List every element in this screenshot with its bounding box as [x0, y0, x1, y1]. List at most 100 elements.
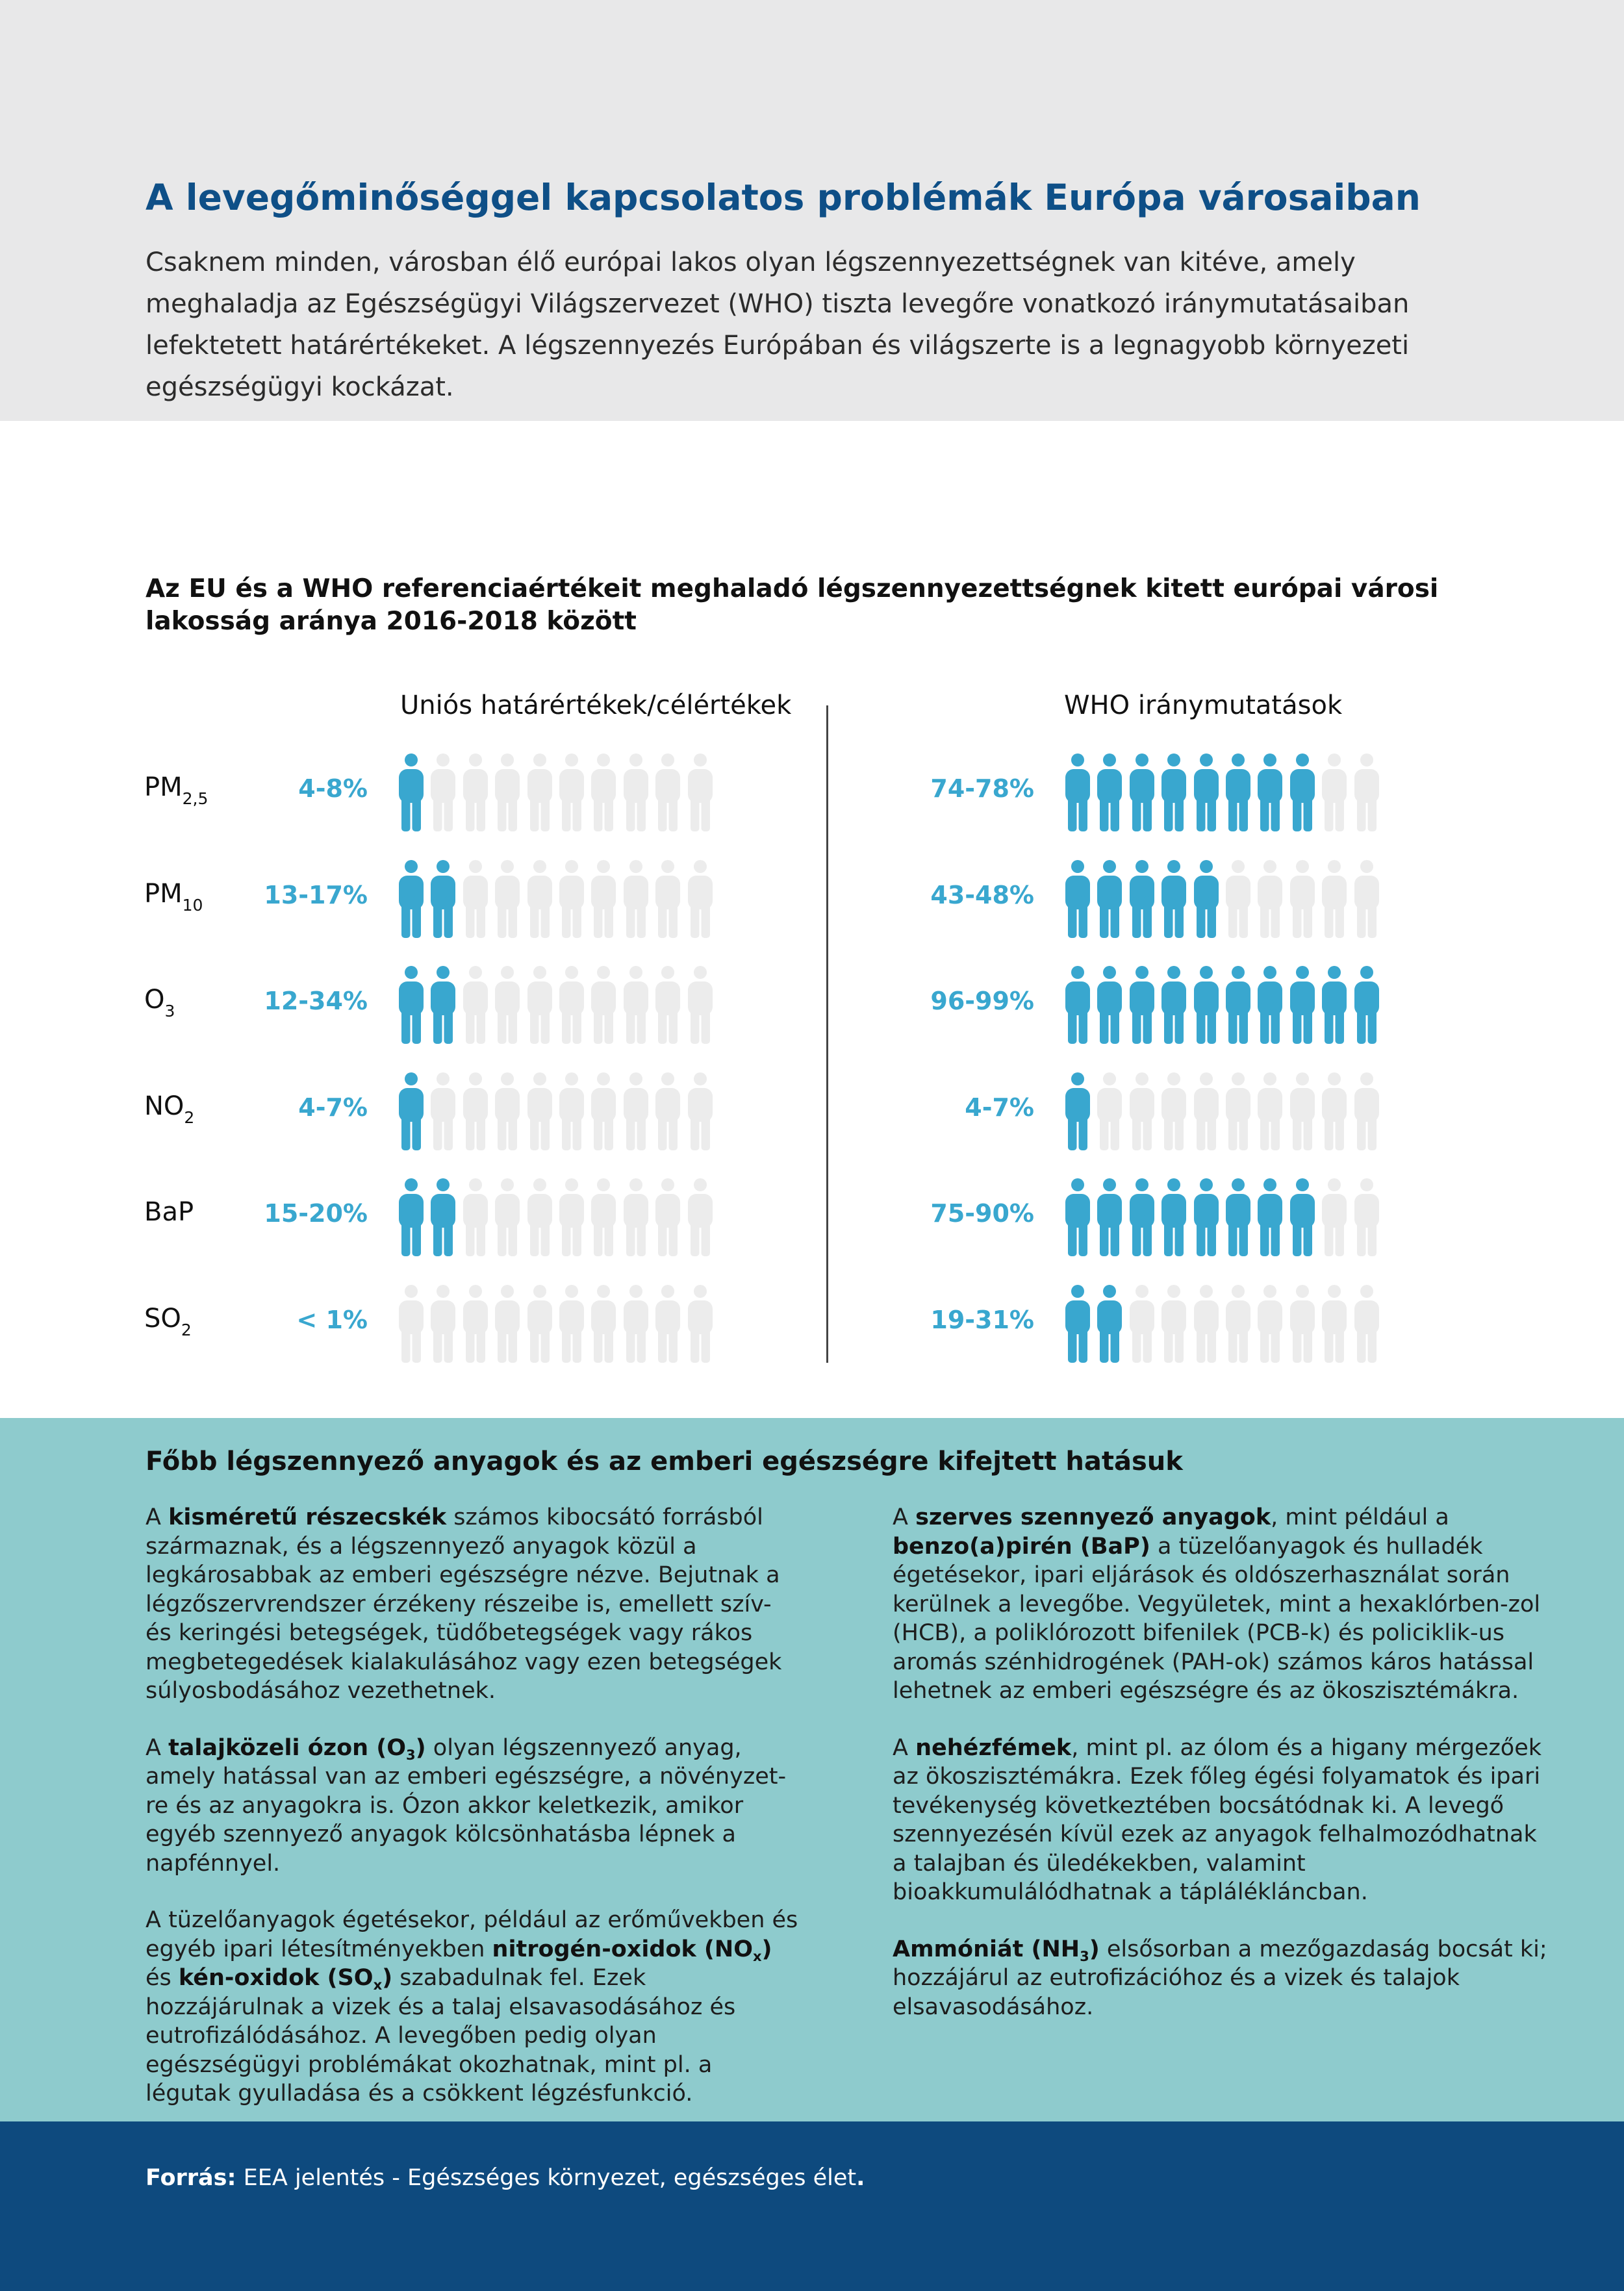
eu-value-so2: < 1% — [296, 1306, 368, 1334]
info-panel — [0, 1418, 1624, 2121]
who-person-icon-o3-filled — [1194, 966, 1219, 1044]
pollutant-label-so2: SO2 — [144, 1304, 192, 1339]
who-person-icon-bap-filled — [1226, 1178, 1250, 1257]
pollutant-label-o3: O3 — [144, 985, 175, 1021]
eu-person-icon-o3-empty — [688, 966, 713, 1044]
eu-person-icon-bap-filled — [399, 1178, 424, 1257]
eu-person-icon-pm10-empty — [655, 859, 680, 938]
intro-text: Csaknem minden, városban élő európai lak… — [146, 247, 1410, 402]
eu-person-icon-no2-empty — [463, 1072, 488, 1150]
particles-paragraph: A kisméretű részecskék számos kibocsátó … — [146, 1504, 782, 1704]
who-person-icon-so2-empty — [1354, 1285, 1379, 1363]
eu-person-icon-pm25-empty — [431, 753, 455, 831]
who-person-icon-bap-filled — [1065, 1178, 1090, 1257]
eu-person-icon-pm10-empty — [527, 859, 552, 938]
eu-person-icon-no2-filled — [399, 1072, 424, 1150]
source-text: Forrás: EEA jelentés - Egészséges környe… — [146, 2165, 865, 2191]
who-person-icon-bap-filled — [1161, 1178, 1186, 1257]
organic-paragraph: A szerves szennyező anyagok, mint példáu… — [893, 1504, 1541, 1704]
eu-person-icon-pm25-empty — [527, 753, 552, 831]
eu-person-icon-bap-empty — [527, 1178, 552, 1257]
eu-person-icon-bap-empty — [559, 1178, 584, 1257]
eu-person-icon-o3-filled — [431, 966, 455, 1044]
who-person-icon-bap-filled — [1290, 1178, 1315, 1257]
eu-person-icon-so2-empty — [431, 1285, 455, 1363]
eu-person-icon-o3-empty — [527, 966, 552, 1044]
who-person-icon-pm10-empty — [1290, 859, 1315, 938]
who-person-icon-o3-filled — [1130, 966, 1154, 1044]
eu-person-icon-pm25-empty — [463, 753, 488, 831]
who-person-icon-pm25-filled — [1194, 753, 1219, 831]
who-person-icon-pm10-filled — [1194, 859, 1219, 938]
who-group-title: WHO iránymutatások — [1064, 690, 1343, 720]
who-person-icon-no2-empty — [1258, 1072, 1282, 1150]
footer-band — [0, 2121, 1624, 2291]
who-person-icon-no2-empty — [1130, 1072, 1154, 1150]
eu-person-icon-o3-empty — [655, 966, 680, 1044]
who-person-icon-o3-filled — [1258, 966, 1282, 1044]
who-person-icon-so2-empty — [1322, 1285, 1347, 1363]
who-value-bap: 75-90% — [930, 1199, 1034, 1228]
eu-value-pm10: 13-17% — [264, 880, 368, 909]
who-person-icon-so2-empty — [1258, 1285, 1282, 1363]
oxides-paragraph: A tüzelőanyagok égetésekor, például az e… — [146, 1907, 798, 2107]
who-person-icon-pm10-empty — [1258, 859, 1282, 938]
who-person-icon-no2-empty — [1290, 1072, 1315, 1150]
eu-person-icon-so2-empty — [688, 1285, 713, 1363]
eu-person-icon-so2-empty — [624, 1285, 648, 1363]
eu-person-icon-so2-empty — [655, 1285, 680, 1363]
eu-person-icon-pm10-filled — [431, 859, 455, 938]
who-value-no2: 4-7% — [965, 1093, 1034, 1122]
eu-person-icon-o3-filled — [399, 966, 424, 1044]
who-person-icon-so2-empty — [1194, 1285, 1219, 1363]
ozone-paragraph: A talajközeli ózon (O3) olyan légszennye… — [146, 1734, 787, 1877]
who-value-so2: 19-31% — [930, 1306, 1034, 1334]
eu-person-icon-so2-empty — [591, 1285, 616, 1363]
eu-person-icon-pm10-empty — [591, 859, 616, 938]
who-person-icon-bap-filled — [1130, 1178, 1154, 1257]
eu-person-icon-bap-empty — [463, 1178, 488, 1257]
who-person-icon-o3-filled — [1322, 966, 1347, 1044]
eu-value-o3: 12-34% — [264, 987, 368, 1016]
eu-value-no2: 4-7% — [298, 1093, 368, 1122]
who-person-icon-o3-filled — [1354, 966, 1379, 1044]
who-person-icon-no2-empty — [1161, 1072, 1186, 1150]
who-value-pm10: 43-48% — [930, 880, 1034, 909]
eu-person-icon-pm25-empty — [655, 753, 680, 831]
who-person-icon-pm25-filled — [1097, 753, 1122, 831]
eu-person-icon-no2-empty — [527, 1072, 552, 1150]
info-left-column: A kisméretű részecskék számos kibocsátó … — [146, 1503, 802, 2136]
eu-person-icon-bap-empty — [655, 1178, 680, 1257]
info-title: Főbb légszennyező anyagok és az emberi e… — [146, 1447, 1183, 1476]
who-person-icon-bap-filled — [1258, 1178, 1282, 1257]
pollutant-label-bap: BaP — [144, 1197, 194, 1228]
eu-person-icon-pm25-filled — [399, 753, 424, 831]
who-value-pm25: 74-78% — [930, 774, 1034, 803]
eu-person-icon-no2-empty — [591, 1072, 616, 1150]
who-person-icon-so2-empty — [1130, 1285, 1154, 1363]
eu-person-icon-so2-empty — [463, 1285, 488, 1363]
pollutant-label-pm10: PM10 — [144, 878, 203, 915]
who-person-icon-pm10-empty — [1354, 859, 1379, 938]
eu-person-icon-pm25-empty — [624, 753, 648, 831]
who-person-icon-bap-empty — [1354, 1178, 1379, 1257]
eu-person-icon-o3-empty — [463, 966, 488, 1044]
who-person-icon-no2-empty — [1322, 1072, 1347, 1150]
who-person-icon-bap-filled — [1097, 1178, 1122, 1257]
who-person-icon-no2-filled — [1065, 1072, 1090, 1150]
pollutant-label-no2: NO2 — [144, 1091, 195, 1127]
who-person-icon-pm10-empty — [1322, 859, 1347, 938]
eu-person-icon-pm25-empty — [591, 753, 616, 831]
who-person-icon-o3-filled — [1065, 966, 1090, 1044]
who-person-icon-pm10-filled — [1065, 859, 1090, 938]
pollutant-label-pm25: PM2,5 — [144, 772, 209, 808]
eu-value-bap: 15-20% — [264, 1199, 368, 1228]
eu-person-icon-pm25-empty — [559, 753, 584, 831]
eu-person-icon-pm25-empty — [688, 753, 713, 831]
who-value-o3: 96-99% — [930, 987, 1034, 1016]
who-person-icon-pm25-filled — [1130, 753, 1154, 831]
who-person-icon-pm25-filled — [1258, 753, 1282, 831]
eu-person-icon-no2-empty — [495, 1072, 520, 1150]
ammonia-paragraph: Ammóniát (NH3) elsősorban a mezőgazdaság… — [893, 1936, 1547, 2020]
eu-person-icon-bap-empty — [688, 1178, 713, 1257]
